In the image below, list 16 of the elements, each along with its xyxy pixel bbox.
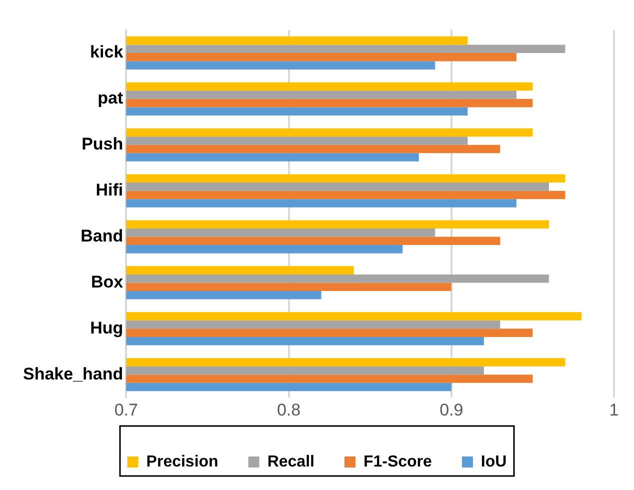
x-tick-label: 0.9	[440, 400, 464, 420]
x-tick-label: 0.7	[114, 400, 138, 420]
y-tick-label: kick	[90, 42, 124, 62]
x-tick-label: 1	[609, 400, 619, 420]
y-tick-label: Box	[91, 272, 124, 292]
y-tick-label: Push	[82, 134, 124, 154]
x-tick-label: 0.8	[276, 400, 301, 420]
y-tick-label: Hifi	[96, 180, 124, 200]
legend-label: Recall	[267, 453, 314, 470]
legend-label: IoU	[480, 453, 507, 470]
y-tick-label: Band	[80, 226, 124, 246]
legend-label: F1-Score	[363, 453, 432, 470]
y-tick-label: Hug	[90, 318, 124, 338]
y-tick-label: Shake_hand	[22, 364, 124, 384]
legend-label: Precision	[146, 453, 218, 470]
y-tick-label: pat	[98, 88, 124, 108]
